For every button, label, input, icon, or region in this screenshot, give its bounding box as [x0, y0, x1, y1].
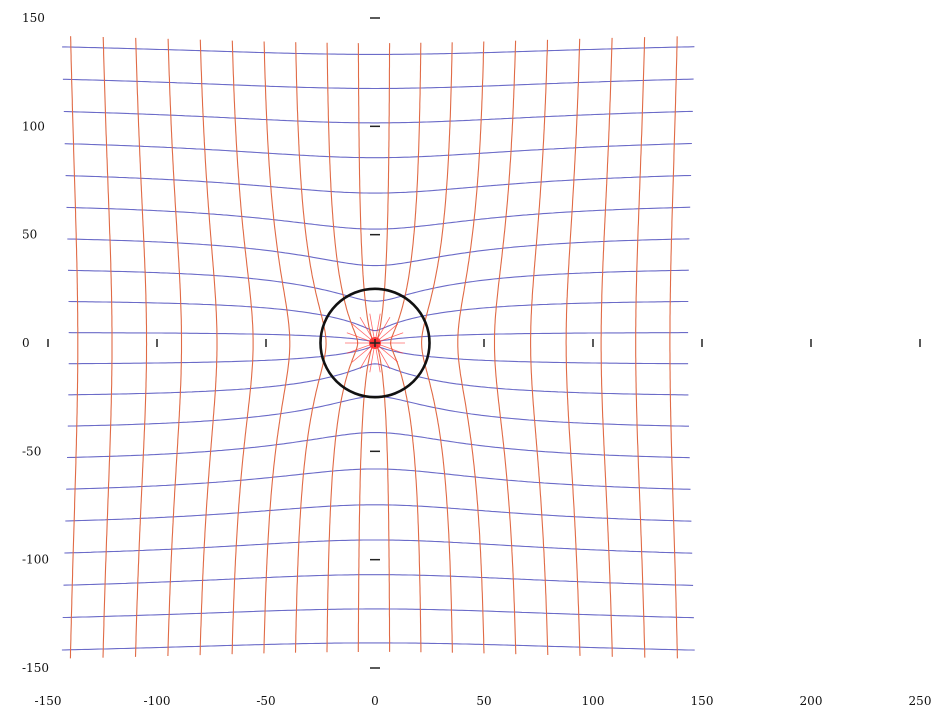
- horizontal-field-line: [63, 110, 693, 124]
- vertical-field-line: [69, 36, 79, 659]
- y-tick-label: 100: [22, 119, 45, 133]
- y-tick-label: 150: [22, 11, 45, 25]
- y-tick-label: -100: [22, 553, 49, 567]
- vertical-field-line: [493, 40, 517, 655]
- y-tick-label: -50: [22, 444, 41, 458]
- x-tick-label: 250: [909, 694, 932, 708]
- vertical-field-line: [565, 38, 581, 656]
- vertical-field-line: [600, 37, 613, 657]
- center-ray: [351, 342, 376, 363]
- center-ray: [374, 342, 381, 373]
- horizontal-field-line: [65, 174, 692, 194]
- horizontal-field-line: [67, 269, 689, 302]
- y-tick-label: 50: [22, 228, 37, 242]
- center-ray: [374, 342, 404, 354]
- horizontal-field-line: [64, 142, 692, 159]
- circle-layer: [319, 287, 431, 399]
- center-ray: [374, 323, 399, 344]
- center-ray: [374, 342, 399, 363]
- vertical-field-line: [421, 42, 453, 653]
- horizontal-field-line: [67, 395, 689, 427]
- x-tick-label: -100: [144, 694, 171, 708]
- x-tick-label: -150: [35, 694, 62, 708]
- center-ray: [346, 342, 376, 354]
- vertical-field-line: [134, 37, 148, 657]
- vertical-field-line: [635, 37, 646, 658]
- horizontal-field-line: [61, 642, 695, 651]
- center-ray: [374, 313, 381, 344]
- horizontal-field-line: [64, 539, 693, 554]
- horizontal-field-line: [66, 468, 691, 490]
- axis-marks-layer: [47, 17, 921, 669]
- vertical-field-line: [294, 42, 327, 653]
- horizontal-field-line: [63, 574, 694, 586]
- center-ray: [374, 332, 404, 344]
- x-tick-label: -50: [256, 694, 275, 708]
- x-tick-label: 100: [582, 694, 605, 708]
- horizontal-field-line: [62, 46, 695, 55]
- horizontal-field-line: [68, 363, 689, 396]
- center-ray: [359, 316, 376, 344]
- horizontal-field-line: [62, 608, 694, 619]
- vertical-field-line: [669, 36, 678, 659]
- vertical-field-line: [167, 38, 183, 657]
- center-ray: [369, 342, 376, 373]
- vertical-field-line: [231, 40, 254, 655]
- center-ray: [359, 342, 376, 370]
- horizontal-field-line: [68, 300, 689, 332]
- horizontal-field-line: [66, 432, 690, 459]
- center-ray: [351, 323, 376, 344]
- y-tick-label: -150: [22, 661, 49, 675]
- horizontal-field-line: [66, 206, 691, 230]
- vertical-field-line: [199, 39, 218, 656]
- center-ray: [346, 332, 376, 344]
- vertical-field-line: [102, 36, 113, 658]
- center-ray: [374, 316, 391, 344]
- center-ray: [374, 342, 391, 370]
- vertical-field-line: [263, 41, 291, 654]
- horizontal-field-line: [62, 78, 694, 90]
- vertical-field-line: [457, 41, 485, 654]
- center-ray: [369, 313, 376, 344]
- x-tick-label: 200: [800, 694, 823, 708]
- x-tick-label: 150: [691, 694, 714, 708]
- x-tick-label: 50: [476, 694, 491, 708]
- x-tick-label: 0: [371, 694, 379, 708]
- tick-labels-layer: -150 -100 -50 0 50 100 150 200 250 150 100 50 0 -50 -1…: [22, 11, 931, 708]
- y-tick-label: 0: [22, 336, 30, 350]
- vertical-field-line: [530, 39, 549, 656]
- vertical-field-line: [326, 42, 359, 653]
- vertical-field-line: [390, 42, 422, 653]
- horizontal-field-line: [67, 238, 690, 267]
- boundary-circle: [319, 287, 431, 399]
- horizontal-field-line: [65, 504, 692, 522]
